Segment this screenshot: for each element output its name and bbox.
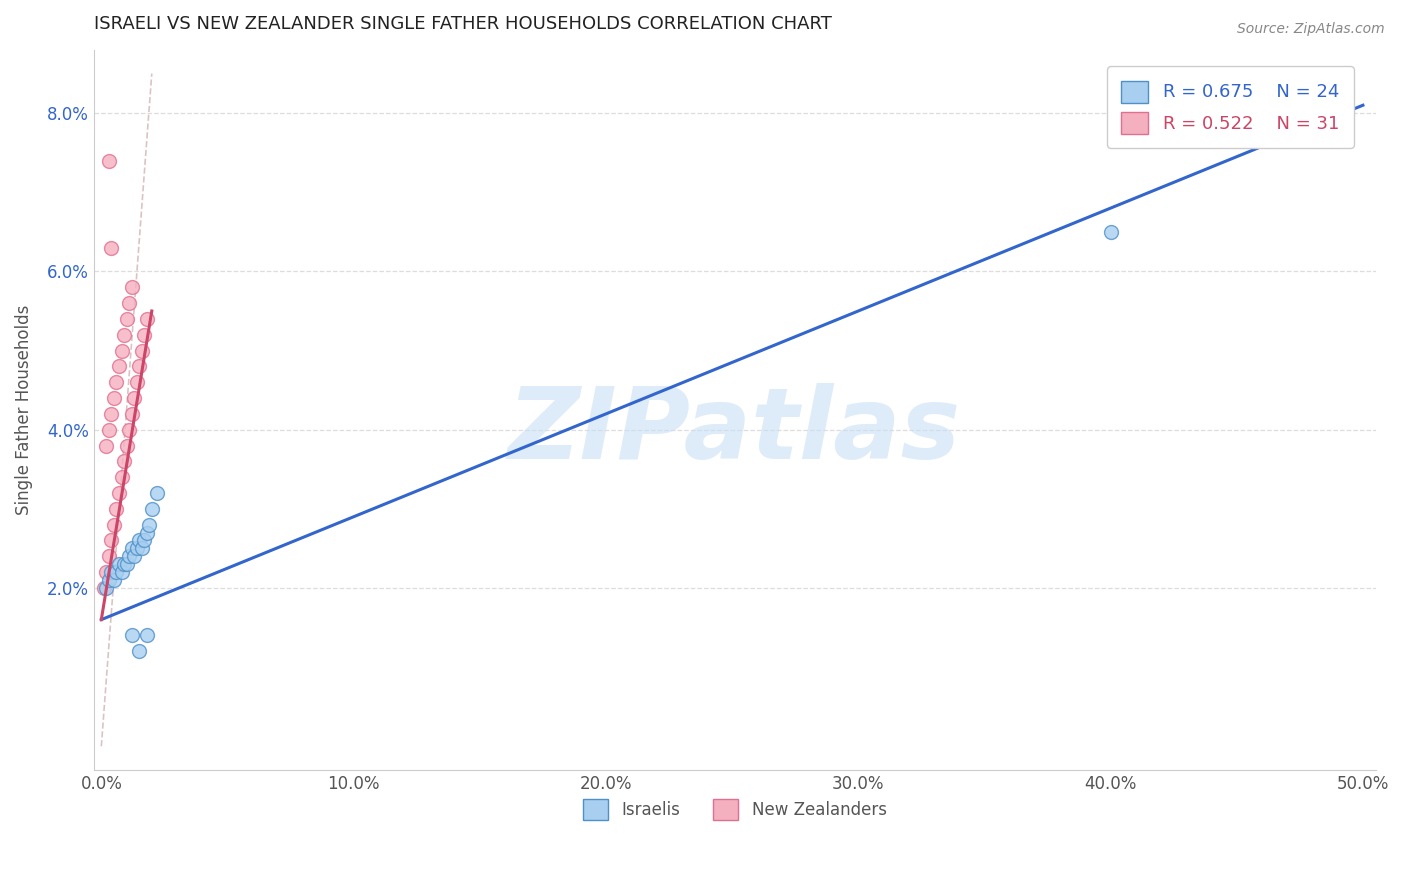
Point: [135, 312, 157, 326]
Point: [121, 280, 143, 294]
Point: [125, 375, 148, 389]
Point: [103, 573, 125, 587]
Point: [134, 327, 156, 342]
Point: [105, 501, 128, 516]
Point: [112, 558, 135, 572]
Text: ISRAELI VS NEW ZEALANDER SINGLE FATHER HOUSEHOLDS CORRELATION CHART: ISRAELI VS NEW ZEALANDER SINGLE FATHER H…: [94, 15, 831, 33]
Point: [103, 517, 125, 532]
Point: [108, 359, 131, 374]
Point: [108, 486, 131, 500]
Point: [138, 517, 160, 532]
Point: [105, 565, 128, 579]
Point: [118, 549, 141, 564]
Legend: Israelis, New Zealanders: Israelis, New Zealanders: [576, 793, 893, 827]
Point: [110, 470, 132, 484]
Point: [115, 312, 138, 326]
Point: [131, 343, 153, 358]
Point: [125, 541, 148, 556]
Point: [110, 343, 132, 358]
Point: [141, 501, 163, 516]
Point: [131, 541, 153, 556]
Point: [146, 486, 169, 500]
Point: [134, 533, 156, 548]
Point: [122, 391, 145, 405]
Point: [121, 541, 143, 556]
Point: [97, 573, 120, 587]
Point: [105, 375, 128, 389]
Point: [112, 327, 135, 342]
Point: [100, 533, 122, 548]
Point: [97, 423, 120, 437]
Point: [121, 407, 143, 421]
Point: [115, 558, 138, 572]
Point: [118, 296, 141, 310]
Point: [128, 359, 150, 374]
Point: [118, 423, 141, 437]
Point: [96, 565, 118, 579]
Y-axis label: Single Father Households: Single Father Households: [15, 305, 32, 515]
Point: [100, 565, 122, 579]
Point: [97, 549, 120, 564]
Point: [108, 558, 131, 572]
Text: Source: ZipAtlas.com: Source: ZipAtlas.com: [1237, 22, 1385, 37]
Point: [93, 581, 115, 595]
Point: [122, 549, 145, 564]
Point: [100, 407, 122, 421]
Point: [96, 438, 118, 452]
Point: [100, 241, 122, 255]
Text: ZIPatlas: ZIPatlas: [508, 383, 962, 480]
Point: [115, 438, 138, 452]
Point: [97, 153, 120, 168]
Point: [110, 565, 132, 579]
Point: [135, 628, 157, 642]
Point: [121, 628, 143, 642]
Point: [103, 391, 125, 405]
Point: [96, 581, 118, 595]
Point: [135, 525, 157, 540]
Point: [1099, 225, 1122, 239]
Point: [112, 454, 135, 468]
Point: [128, 644, 150, 658]
Point: [128, 533, 150, 548]
